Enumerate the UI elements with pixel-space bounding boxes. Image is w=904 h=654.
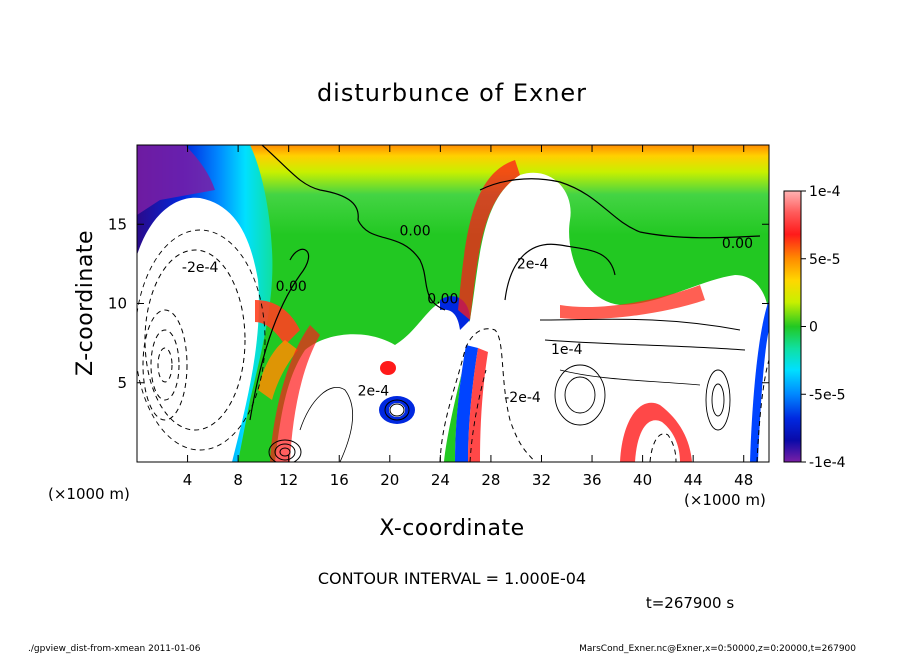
- contour-label: -2e-4: [504, 390, 541, 406]
- x-axis: 4 8 12 16 20 24 28 32 36 40 44 48: [183, 145, 753, 489]
- time-label: t=267900 s: [646, 594, 734, 612]
- x-tick-label: 48: [734, 471, 753, 489]
- x-tick-label: 16: [330, 471, 349, 489]
- colorbar: 1e-4 5e-5 0 -5e-5 -1e-4: [783, 184, 846, 471]
- x-tick-label: 36: [582, 471, 601, 489]
- y-axis: 5 10 15: [108, 215, 769, 392]
- contour-label: 0.00: [427, 292, 458, 308]
- colorbar-tick-label: 0: [809, 320, 818, 336]
- footer-right: MarsCond_Exner.nc@Exner,x=0:50000,z=0:20…: [579, 644, 856, 654]
- x-tick-label: 44: [684, 471, 703, 489]
- x-axis-label: X-coordinate: [379, 516, 524, 541]
- colorbar-tick-label: 1e-4: [809, 184, 841, 200]
- contour-label: 0.00: [276, 279, 307, 295]
- colorbar-tick-label: 5e-5: [809, 252, 840, 268]
- plot-area: -2e-4 0.00 0.00 0.00 2e-4 0.00 2e-4 -2e-4 1e-4: [137, 145, 769, 462]
- contour-label: -2e-4: [182, 260, 219, 276]
- colorbar-tick-label: -5e-5: [809, 387, 846, 403]
- contour-labels: -2e-4 0.00 0.00 0.00 2e-4 0.00 2e-4 -2e-4 1e-4: [182, 223, 753, 405]
- white-region-center: [275, 300, 470, 462]
- x-tick-label: 32: [532, 471, 551, 489]
- contour-label: 0.00: [722, 236, 753, 252]
- y-tick-label: 5: [117, 374, 127, 392]
- x-tick-label: 20: [380, 471, 399, 489]
- contour-interval: CONTOUR INTERVAL = 1.000E-04: [318, 569, 586, 588]
- x-tick-label: 4: [183, 471, 193, 489]
- x-tick-label: 24: [431, 471, 450, 489]
- white-region-left: [137, 197, 259, 462]
- x-tick-label: 28: [481, 471, 500, 489]
- contour-label: 1e-4: [551, 342, 583, 358]
- colorbar-tick-label: -1e-4: [809, 455, 846, 471]
- y-tick-label: 10: [108, 295, 127, 313]
- x-tick-label: 40: [633, 471, 652, 489]
- x-tick-label: 12: [279, 471, 298, 489]
- contour-label: 2e-4: [358, 383, 390, 399]
- contour-lines: [137, 145, 769, 462]
- contour-label: 0.00: [399, 223, 430, 239]
- colorbar-ticks: 1e-4 5e-5 0 -5e-5 -1e-4: [801, 184, 846, 471]
- chart-title: disturbunce of Exner: [317, 79, 587, 107]
- x-unit-label-left: (×1000 m): [48, 485, 130, 503]
- y-tick-label: 15: [108, 215, 127, 233]
- x-tick-label: 8: [233, 471, 243, 489]
- y-axis-label: Z-coordinate: [73, 230, 98, 376]
- footer-left: ./gpview_dist-from-xmean 2011-01-06: [28, 644, 201, 654]
- x-unit-label-right: (×1000 m): [684, 491, 766, 509]
- contour-label: 2e-4: [517, 257, 549, 273]
